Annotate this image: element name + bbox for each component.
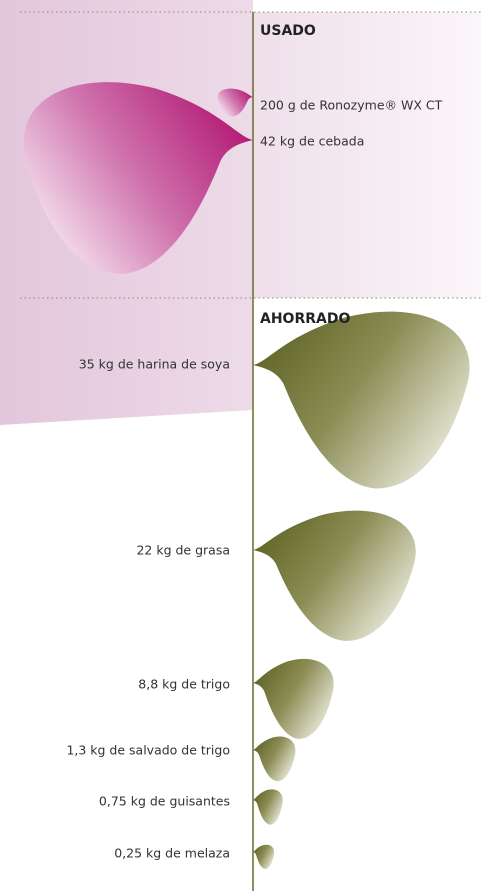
saved-item: 0,75 kg de guisantes (99, 794, 230, 809)
olive-drop (253, 511, 416, 641)
saved-item: 8,8 kg de trigo (138, 677, 230, 692)
used-item: 42 kg de cebada (260, 134, 364, 149)
olive-drop (253, 659, 334, 739)
saved-item: 0,25 kg de melaza (114, 846, 230, 861)
used-title: USADO (260, 23, 316, 39)
saved-title: AHORRADO (260, 311, 350, 327)
infographic: USADO 200 g de Ronozyme® WX CT 42 kg de … (0, 0, 481, 891)
used-background-right (253, 12, 481, 298)
saved-item: 35 kg de harina de soya (79, 357, 230, 372)
olive-drop (253, 845, 274, 869)
saved-item: 22 kg de grasa (136, 543, 230, 558)
used-item: 200 g de Ronozyme® WX CT (260, 98, 443, 113)
olive-drop (253, 312, 470, 489)
saved-item: 1,3 kg de salvado de trigo (66, 743, 230, 758)
olive-drop (253, 789, 283, 824)
olive-drop (253, 737, 295, 782)
